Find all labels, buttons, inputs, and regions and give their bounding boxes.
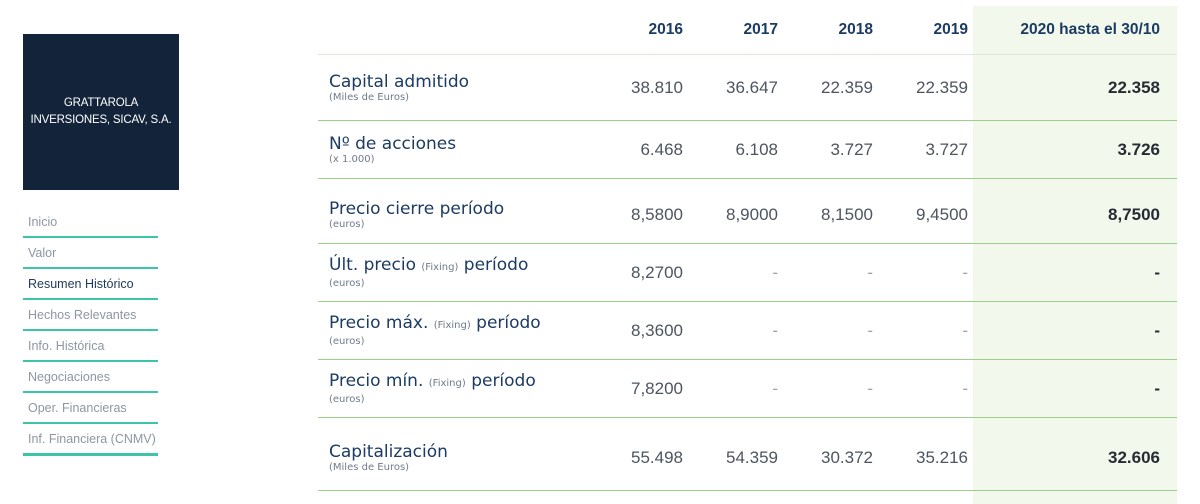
row-label-text: período bbox=[471, 371, 536, 391]
table-header-row: 2016 2017 2018 2019 2020 hasta el 30/10 bbox=[318, 6, 1177, 55]
row-unit: (euros) bbox=[329, 394, 365, 405]
row-label: Precio mín. (Fixing) período bbox=[329, 371, 588, 394]
row-label-text: período bbox=[476, 313, 541, 333]
row-label: Últ. precio (Fixing) período bbox=[329, 255, 588, 278]
column-header: 2017 bbox=[743, 21, 778, 38]
nav-item-inf-financiera[interactable]: Inf. Financiera (CNMV) bbox=[23, 424, 158, 456]
table-cell: 3.727 bbox=[925, 139, 968, 159]
table-cell-current: 3.726 bbox=[1117, 139, 1160, 159]
nav-item-valor[interactable]: Valor bbox=[23, 238, 158, 269]
table-cell-current: 22.358 bbox=[1108, 77, 1160, 97]
table-cell: - bbox=[772, 320, 778, 340]
nav-item-negociaciones[interactable]: Negociaciones bbox=[23, 362, 158, 393]
table-cell: 35.216 bbox=[916, 447, 968, 467]
table-row: Precio cierre período (euros) 8,5800 8,9… bbox=[318, 186, 1177, 244]
fixing-note: (Fixing) bbox=[433, 320, 471, 331]
nav-item-resumen-historico[interactable]: Resumen Histórico bbox=[23, 269, 158, 300]
table-cell: 9,4500 bbox=[916, 204, 968, 224]
table-cell-current: - bbox=[1154, 378, 1160, 398]
row-label: Nº de acciones bbox=[329, 133, 457, 154]
table-cell: 8,9000 bbox=[726, 204, 778, 224]
current-year-highlight bbox=[973, 6, 1177, 504]
table-cell: 8,1500 bbox=[821, 204, 873, 224]
table-cell: - bbox=[867, 378, 873, 398]
row-label-text: Precio mín. bbox=[329, 371, 424, 391]
column-header: 2016 bbox=[648, 21, 683, 38]
table-cell: - bbox=[962, 378, 968, 398]
table-cell: 55.498 bbox=[631, 447, 683, 467]
column-header-current: 2020 hasta el 30/10 bbox=[1020, 21, 1160, 38]
row-label-text: Precio máx. bbox=[329, 313, 429, 333]
table-row: Capital admitido (Miles de Euros) 38.810… bbox=[318, 55, 1177, 121]
table-cell: - bbox=[962, 262, 968, 282]
table-cell: 6.108 bbox=[735, 139, 778, 159]
table-cell-current: - bbox=[1154, 262, 1160, 282]
table-cell: 8,5800 bbox=[631, 204, 683, 224]
table-cell: 7,8200 bbox=[631, 378, 683, 398]
table-cell: - bbox=[772, 378, 778, 398]
table-cell: 22.359 bbox=[821, 77, 873, 97]
table-row: Capitalización (Miles de Euros) 55.498 5… bbox=[318, 425, 1177, 491]
table-cell: 38.810 bbox=[631, 77, 683, 97]
table-cell: 8,2700 bbox=[631, 262, 683, 282]
row-label: Capitalización bbox=[329, 441, 448, 462]
row-unit: (Miles de Euros) bbox=[329, 91, 410, 103]
row-label: Precio máx. (Fixing) período bbox=[329, 313, 588, 336]
row-unit: (euros) bbox=[329, 218, 365, 230]
column-header: 2018 bbox=[838, 21, 873, 38]
table-cell: 54.359 bbox=[726, 447, 778, 467]
fixing-note: (Fixing) bbox=[421, 262, 459, 273]
table-cell: 8,3600 bbox=[631, 320, 683, 340]
company-name-line2: INVERSIONES, SICAV, S.A. bbox=[30, 114, 172, 126]
fixing-note: (Fixing) bbox=[428, 378, 466, 389]
table-cell: - bbox=[867, 262, 873, 282]
table-cell: - bbox=[962, 320, 968, 340]
table-row: Precio máx. (Fixing) período (euros) 8,3… bbox=[318, 302, 1177, 360]
table-cell: 3.727 bbox=[830, 139, 873, 159]
row-label-text: período bbox=[463, 255, 529, 275]
table-cell: - bbox=[772, 262, 778, 282]
table-cell: 6.468 bbox=[640, 139, 683, 159]
table-row: Precio mín. (Fixing) período (euros) 7,8… bbox=[318, 360, 1177, 418]
table-cell: 36.647 bbox=[726, 77, 778, 97]
sidebar-nav: Inicio Valor Resumen Histórico Hechos Re… bbox=[23, 207, 158, 456]
table-cell-current: - bbox=[1154, 320, 1160, 340]
historical-summary-table: 2016 2017 2018 2019 2020 hasta el 30/10 … bbox=[318, 6, 1177, 504]
table-cell: - bbox=[867, 320, 873, 340]
row-label-text: Últ. precio bbox=[329, 255, 416, 275]
nav-item-info-historica[interactable]: Info. Histórica bbox=[23, 331, 158, 362]
table-cell: 22.359 bbox=[916, 77, 968, 97]
table-cell-current: 32.606 bbox=[1108, 447, 1160, 467]
table-cell: 30.372 bbox=[821, 447, 873, 467]
row-unit: (Miles de Euros) bbox=[329, 461, 410, 473]
column-header: 2019 bbox=[933, 21, 968, 38]
table-cell-current: 8,7500 bbox=[1108, 204, 1160, 224]
row-label: Precio cierre período bbox=[329, 198, 505, 219]
table-row: Últ. precio (Fixing) período (euros) 8,2… bbox=[318, 244, 1177, 302]
company-name-line1: GRATTAROLA bbox=[63, 97, 139, 109]
row-unit: (euros) bbox=[329, 336, 365, 347]
nav-item-oper-financieras[interactable]: Oper. Financieras bbox=[23, 393, 158, 424]
row-unit: (euros) bbox=[329, 278, 365, 289]
nav-item-hechos-relevantes[interactable]: Hechos Relevantes bbox=[23, 300, 158, 331]
company-logo: GRATTAROLA INVERSIONES, SICAV, S.A. bbox=[23, 34, 179, 190]
row-unit: (x 1.000) bbox=[329, 153, 375, 165]
table-row: Nº de acciones (x 1.000) 6.468 6.108 3.7… bbox=[318, 121, 1177, 179]
nav-item-inicio[interactable]: Inicio bbox=[23, 207, 158, 238]
row-label: Capital admitido bbox=[329, 71, 470, 92]
